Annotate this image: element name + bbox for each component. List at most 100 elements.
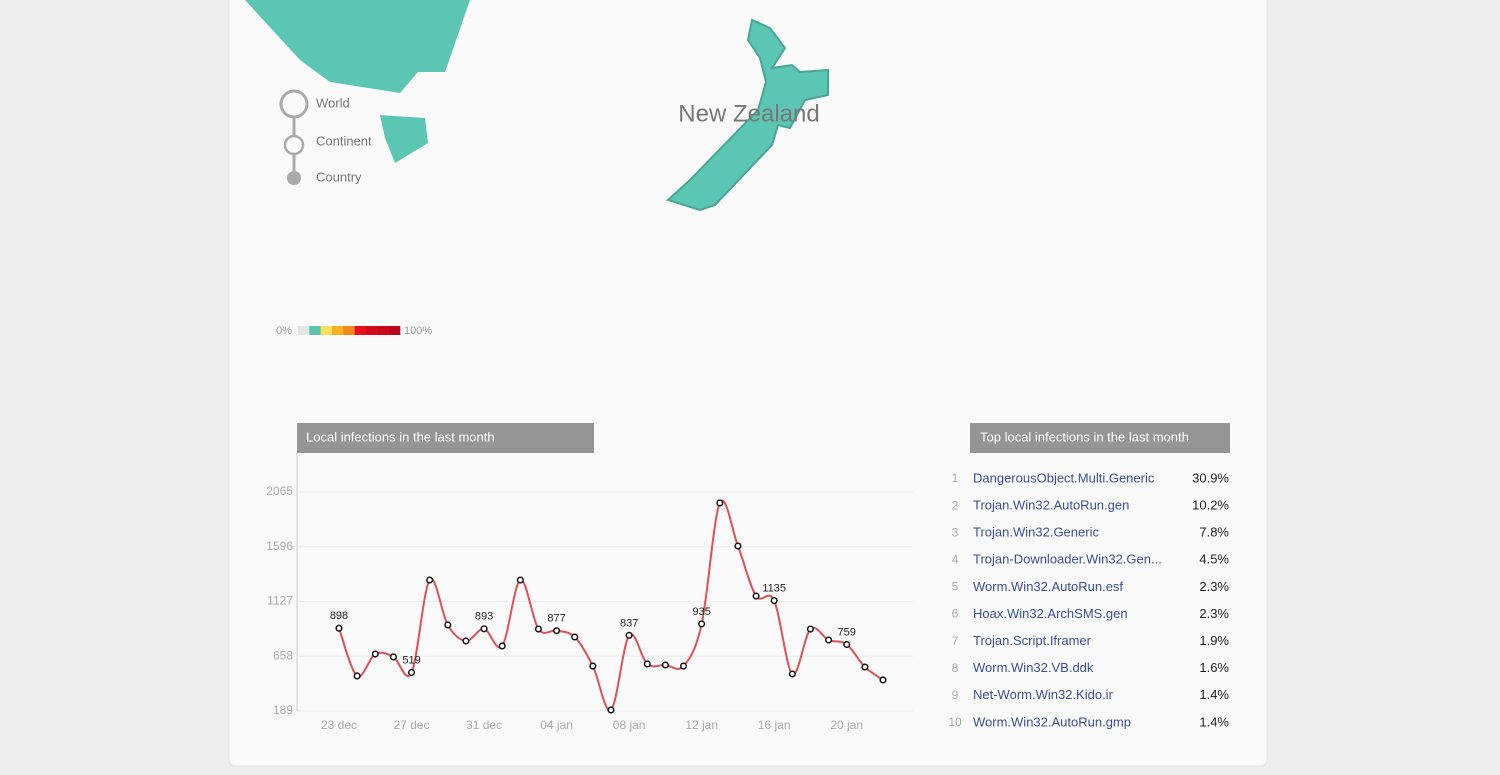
point[interactable] [516,576,524,584]
threat-name[interactable]: Worm.Win32.AutoRun.gmp [973,714,1131,729]
rank: 7 [952,634,959,648]
threat-name[interactable]: Trojan.Win32.AutoRun.gen [973,498,1129,513]
list-header [970,423,1230,453]
point[interactable] [371,650,379,658]
y-tick-label: 189 [273,703,293,717]
threat-share: 1.4% [1199,714,1229,729]
level-world[interactable] [279,89,309,119]
data-label: 877 [547,613,565,625]
y-tick-label: 2065 [266,484,293,498]
data-label: 898 [330,610,348,622]
point[interactable] [444,621,452,629]
point[interactable] [643,660,651,668]
x-tick-label: 12 jan [685,718,718,732]
threat-name[interactable]: Trojan.Script.Iframer [973,633,1092,648]
legend-swatch [366,326,378,335]
point[interactable] [498,642,506,650]
panel [228,0,1268,767]
point[interactable] [716,499,724,507]
threat-name[interactable]: Worm.Win32.AutoRun.esf [973,579,1123,594]
point[interactable] [607,706,615,714]
legend-swatch [298,326,310,335]
rank: 9 [952,688,959,702]
list-title: Top local infections in the last month [980,429,1189,444]
threat-share: 30.9% [1192,470,1229,485]
threat-name[interactable]: Hoax.Win32.ArchSMS.gen [973,606,1128,621]
threat-name[interactable]: Worm.Win32.VB.ddk [973,660,1094,675]
point[interactable] [734,542,742,550]
threat-name[interactable]: Net-Worm.Win32.Kido.ir [973,687,1114,702]
x-tick-label: 23 dec [321,718,357,732]
point[interactable] [480,625,488,633]
point[interactable] [861,663,869,671]
map-land [380,115,428,163]
threat-share: 1.6% [1199,660,1229,675]
legend-swatch [309,326,321,335]
y-tick-label: 1127 [267,594,293,608]
threat-share: 1.4% [1199,687,1229,702]
rank: 4 [952,552,959,566]
point[interactable] [770,597,778,605]
level-label[interactable]: World [316,95,350,110]
data-label: 1135 [762,582,786,594]
point[interactable] [752,592,760,600]
point[interactable] [825,636,833,644]
threat-share: 7.8% [1199,525,1229,540]
point[interactable] [353,672,361,680]
legend-swatch [343,326,355,335]
point[interactable] [589,662,597,670]
point[interactable] [698,620,706,628]
rank: 1 [952,471,959,485]
legend-swatch [320,326,333,335]
point[interactable] [407,668,416,677]
level-label[interactable]: Continent [316,133,372,148]
x-tick-label: 04 jan [540,718,573,732]
point[interactable] [426,576,434,584]
threat-name[interactable]: Trojan.Win32.Generic [973,525,1099,540]
level-country[interactable] [287,171,301,185]
threat-share: 2.3% [1199,579,1229,594]
threat-name[interactable]: DangerousObject.Multi.Generic [973,470,1155,485]
legend-max: 100% [404,325,432,337]
threat-share: 10.2% [1192,498,1229,513]
point[interactable] [553,627,561,635]
chart-header [297,423,594,453]
rank: 2 [952,498,959,512]
point[interactable] [679,662,688,670]
x-tick-label: 27 dec [394,718,430,732]
chart-title: Local infections in the last month [306,429,495,444]
threat-name[interactable]: Trojan-Downloader.Win32.Gen... [973,552,1162,567]
y-tick-label: 658 [273,648,293,662]
data-label: 893 [475,611,493,623]
legend-swatch [377,326,389,335]
rank: 6 [952,607,959,621]
rank: 10 [948,715,962,729]
rank: 8 [952,661,959,675]
level-label[interactable]: Country [316,169,362,184]
point[interactable] [571,633,579,641]
data-label: 837 [620,617,638,629]
x-tick-label: 08 jan [613,718,646,732]
y-tick-label: 1596 [266,539,293,553]
country-shape[interactable] [666,18,829,212]
point[interactable] [788,670,796,678]
point[interactable] [661,661,669,669]
x-tick-label: 16 jan [758,718,791,732]
rank: 3 [952,525,959,539]
legend-swatch [332,326,344,335]
threat-share: 2.3% [1199,606,1229,621]
point[interactable] [806,625,815,633]
threat-share: 4.5% [1199,552,1229,567]
map-land [245,0,470,93]
point[interactable] [462,637,470,645]
point[interactable] [389,653,397,661]
point[interactable] [335,624,343,632]
point[interactable] [843,640,851,649]
point[interactable] [879,676,887,684]
point[interactable] [534,625,543,633]
level-continent[interactable] [283,134,305,156]
point[interactable] [625,631,633,639]
data-label: 935 [692,606,710,618]
